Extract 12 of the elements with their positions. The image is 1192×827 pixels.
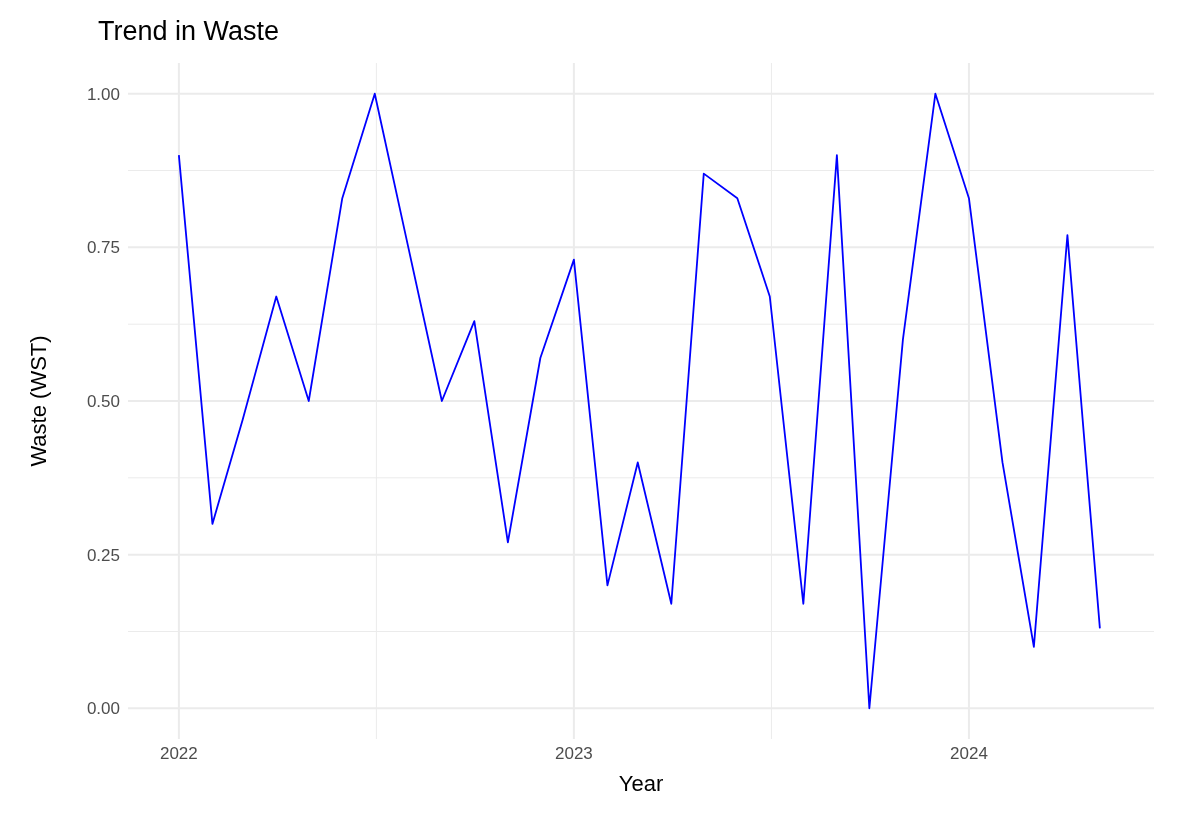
x-tick-label: 2024: [950, 744, 988, 764]
x-tick-label: 2022: [159, 744, 198, 764]
y-tick-label: 1.00: [86, 84, 120, 104]
y-tick-label: 0.00: [86, 699, 120, 719]
x-axis-title: Year: [618, 771, 664, 796]
y-axis-title: Waste (WST): [25, 335, 51, 467]
x-tick-label: 2023: [554, 744, 593, 764]
chart-title: Trend in Waste: [98, 16, 280, 47]
y-tick-label: 0.50: [86, 392, 120, 412]
y-tick-label: 0.25: [86, 545, 120, 565]
y-tick-label: 0.75: [86, 238, 120, 258]
line-series: [177, 92, 1101, 710]
